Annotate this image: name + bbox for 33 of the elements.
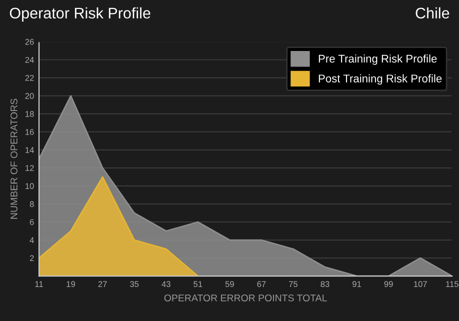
- y-tick-label: 18: [26, 111, 34, 117]
- y-tick-label: 22: [25, 74, 34, 81]
- y-axis-title: NUMBER OF OPERATORS: [10, 98, 18, 219]
- y-tick-label: 6: [30, 219, 34, 226]
- y-tick-label: 24: [25, 56, 34, 63]
- x-tick-label: 75: [289, 281, 298, 288]
- x-tick-label: 107: [414, 281, 427, 288]
- x-tick-label: 35: [130, 281, 139, 288]
- legend-label: Pre Training Risk Profile: [318, 54, 437, 65]
- y-tick-label: 14: [26, 147, 34, 153]
- legend-label: Post Training Risk Profile: [318, 74, 442, 85]
- x-tick-label: 83: [320, 281, 330, 288]
- x-tick-label: 51: [194, 281, 202, 288]
- y-tick-label: 26: [25, 38, 34, 45]
- chart-title: Operator Risk Profile: [10, 7, 150, 22]
- y-tick-label: 12: [26, 165, 34, 171]
- chart-subtitle: Chile: [416, 7, 450, 19]
- x-tick-label: 43: [162, 281, 170, 288]
- y-tick-label: 4: [30, 237, 34, 244]
- x-tick-label: 59: [225, 281, 234, 288]
- x-axis-title: OPERATOR ERROR POINTS TOTAL: [164, 294, 327, 302]
- y-tick-label: 2: [30, 255, 34, 262]
- x-tick-label: 91: [352, 281, 362, 288]
- y-tick-label: 20: [25, 93, 34, 99]
- x-tick-label: 115: [446, 281, 458, 288]
- x-tick-label: 27: [98, 281, 107, 287]
- x-tick-label: 99: [384, 281, 393, 288]
- x-tick-label: 67: [257, 281, 266, 288]
- x-tick-label: 11: [35, 281, 43, 287]
- x-tick-label: 19: [66, 281, 76, 288]
- y-tick-label: 8: [30, 201, 34, 208]
- y-tick-label: 10: [26, 183, 34, 190]
- y-tick-label: 16: [26, 129, 34, 135]
